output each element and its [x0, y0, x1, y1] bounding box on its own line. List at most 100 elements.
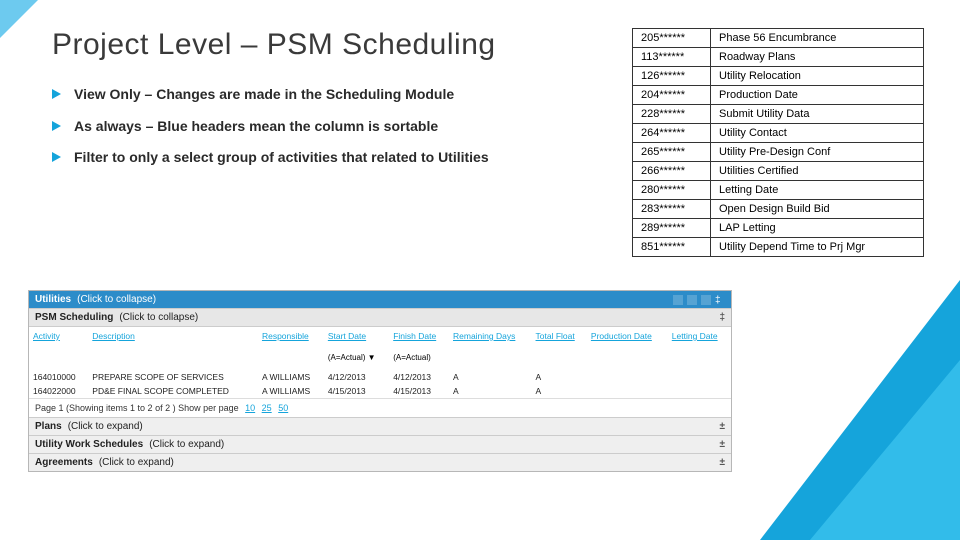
cell	[668, 370, 731, 384]
section-psm[interactable]: PSM Scheduling (Click to collapse) ‡	[29, 308, 731, 327]
section-label: Plans	[35, 421, 62, 432]
ref-row: 264******Utility Contact	[633, 124, 924, 143]
column-header[interactable]: Start Date	[324, 327, 389, 349]
section-hint: (Click to expand)	[99, 457, 174, 468]
section-hint: (Click to collapse)	[119, 312, 198, 323]
column-subheader	[88, 349, 258, 370]
ref-cell: LAP Letting	[711, 219, 924, 238]
column-header[interactable]: Activity	[29, 327, 88, 349]
column-header[interactable]: Finish Date	[389, 327, 449, 349]
ref-cell: 265******	[633, 143, 711, 162]
cell: A	[532, 370, 587, 384]
ref-cell: 204******	[633, 86, 711, 105]
pager-label: Page 1 (Showing items 1 to 2 of 2 ) Show…	[35, 403, 239, 413]
column-subheader	[258, 349, 324, 370]
cell: 4/15/2013	[389, 384, 449, 398]
collapse-icon[interactable]: ‡	[719, 312, 725, 323]
ref-row: 228******Submit Utility Data	[633, 105, 924, 124]
pager: Page 1 (Showing items 1 to 2 of 2 ) Show…	[29, 398, 731, 417]
ref-cell: Utility Depend Time to Prj Mgr	[711, 238, 924, 257]
ref-cell: 289******	[633, 219, 711, 238]
cell: 164022000	[29, 384, 88, 398]
cell: 164010000	[29, 370, 88, 384]
cell: 4/15/2013	[324, 384, 389, 398]
cell: A	[449, 370, 532, 384]
ref-row: 289******LAP Letting	[633, 219, 924, 238]
ref-cell: Production Date	[711, 86, 924, 105]
bullet-item: As always – Blue headers mean the column…	[52, 118, 592, 136]
ref-row: 204******Production Date	[633, 86, 924, 105]
ref-row: 283******Open Design Build Bid	[633, 200, 924, 219]
expand-icon[interactable]: ±	[720, 439, 726, 450]
ref-cell: 280******	[633, 181, 711, 200]
cell: PD&E FINAL SCOPE COMPLETED	[88, 384, 258, 398]
cell: A WILLIAMS	[258, 370, 324, 384]
ref-cell: Open Design Build Bid	[711, 200, 924, 219]
section-collapsed[interactable]: Utility Work Schedules(Click to expand)±	[29, 435, 731, 453]
column-subheader	[532, 349, 587, 370]
column-header[interactable]: Letting Date	[668, 327, 731, 349]
ref-cell: 113******	[633, 48, 711, 67]
ref-row: 265******Utility Pre-Design Conf	[633, 143, 924, 162]
cell	[587, 370, 668, 384]
column-header[interactable]: Remaining Days	[449, 327, 532, 349]
ref-cell: 283******	[633, 200, 711, 219]
ref-row: 205******Phase 56 Encumbrance	[633, 29, 924, 48]
section-utilities[interactable]: Utilities (Click to collapse) ‡	[29, 291, 731, 308]
column-header[interactable]: Production Date	[587, 327, 668, 349]
cell: 4/12/2013	[324, 370, 389, 384]
table-row[interactable]: 164022000PD&E FINAL SCOPE COMPLETEDA WIL…	[29, 384, 731, 398]
cell: A	[532, 384, 587, 398]
expand-icon[interactable]: ±	[720, 457, 726, 468]
psm-grid: ActivityDescriptionResponsibleStart Date…	[29, 327, 731, 398]
ref-row: 126******Utility Relocation	[633, 67, 924, 86]
ref-cell: Roadway Plans	[711, 48, 924, 67]
cell: A WILLIAMS	[258, 384, 324, 398]
ref-cell: 266******	[633, 162, 711, 181]
perpage-option[interactable]: 25	[262, 403, 272, 413]
ref-cell: Utility Relocation	[711, 67, 924, 86]
reference-table: 205******Phase 56 Encumbrance113******Ro…	[632, 28, 924, 257]
ref-cell: Utility Contact	[711, 124, 924, 143]
section-label: Utilities	[35, 294, 71, 305]
ref-cell: Letting Date	[711, 181, 924, 200]
cell: 4/12/2013	[389, 370, 449, 384]
ref-row: 851******Utility Depend Time to Prj Mgr	[633, 238, 924, 257]
bullet-item: View Only – Changes are made in the Sche…	[52, 86, 592, 104]
toolbar-icons[interactable]: ‡	[673, 295, 725, 305]
ref-cell: Phase 56 Encumbrance	[711, 29, 924, 48]
ref-cell: 205******	[633, 29, 711, 48]
section-collapsed[interactable]: Agreements (Click to expand) ±	[29, 453, 731, 471]
ref-row: 113******Roadway Plans	[633, 48, 924, 67]
ref-cell: Utilities Certified	[711, 162, 924, 181]
column-subheader	[29, 349, 88, 370]
section-label: Agreements	[35, 457, 93, 468]
ref-cell: 126******	[633, 67, 711, 86]
column-subheader	[587, 349, 668, 370]
column-header[interactable]: Description	[88, 327, 258, 349]
section-collapsed[interactable]: Plans (Click to expand) ±	[29, 417, 731, 435]
column-subheader	[668, 349, 731, 370]
ref-row: 280******Letting Date	[633, 181, 924, 200]
expand-icon[interactable]: ±	[720, 421, 726, 432]
column-header[interactable]: Total Float	[532, 327, 587, 349]
column-subheader: (A=Actual) ▼	[324, 349, 389, 370]
section-label: PSM Scheduling	[35, 312, 113, 323]
column-header[interactable]: Responsible	[258, 327, 324, 349]
perpage-option[interactable]: 10	[245, 403, 255, 413]
ref-row: 266******Utilities Certified	[633, 162, 924, 181]
table-row[interactable]: 164010000PREPARE SCOPE OF SERVICESA WILL…	[29, 370, 731, 384]
cell: A	[449, 384, 532, 398]
column-subheader	[449, 349, 532, 370]
ref-cell: Utility Pre-Design Conf	[711, 143, 924, 162]
section-hint: (Click to collapse)	[77, 294, 156, 305]
section-hint: (Click to expand)	[68, 421, 143, 432]
bullet-item: Filter to only a select group of activit…	[52, 149, 592, 167]
cell	[668, 384, 731, 398]
embedded-screenshot: Utilities (Click to collapse) ‡ PSM Sche…	[28, 290, 732, 472]
column-subheader: (A=Actual)	[389, 349, 449, 370]
ref-cell: 851******	[633, 238, 711, 257]
section-label: Utility Work Schedules	[35, 439, 143, 450]
perpage-option[interactable]: 50	[278, 403, 288, 413]
cell	[587, 384, 668, 398]
